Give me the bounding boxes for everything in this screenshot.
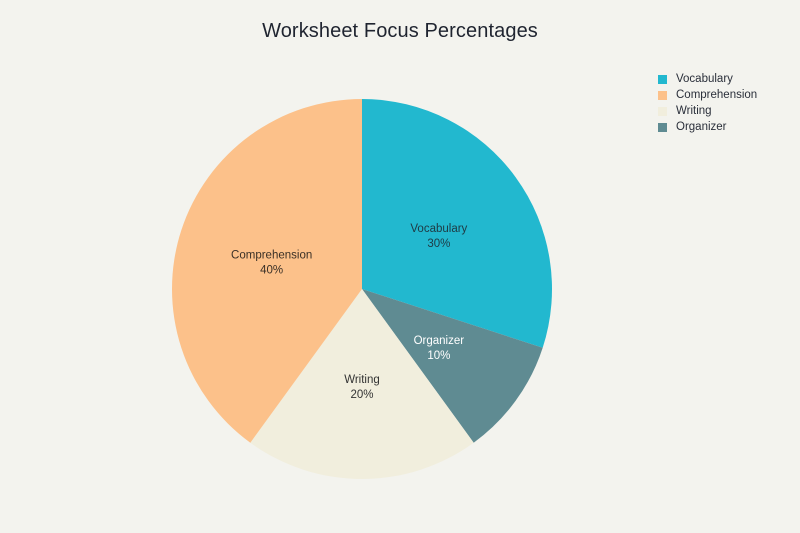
slice-label-comprehension: Comprehension	[231, 250, 312, 262]
pie-slice-vocabulary[interactable]	[362, 99, 552, 348]
legend-item-comprehension[interactable]: Comprehension	[658, 87, 757, 103]
pie-slice-organizer[interactable]	[362, 289, 543, 443]
legend-label-organizer: Organizer	[676, 121, 727, 133]
legend-item-organizer[interactable]: Organizer	[658, 119, 757, 135]
legend-label-vocabulary: Vocabulary	[676, 73, 733, 85]
pie-slice-writing[interactable]	[250, 289, 474, 480]
slice-value-vocabulary: 30%	[427, 238, 450, 250]
legend-item-writing[interactable]: Writing	[658, 103, 757, 119]
legend-swatch-vocabulary	[658, 74, 667, 84]
legend: Vocabulary Comprehension Writing Organiz…	[658, 71, 757, 135]
legend-swatch-writing	[658, 106, 667, 116]
slice-value-comprehension: 40%	[260, 265, 283, 277]
slice-value-organizer: 10%	[427, 350, 450, 362]
legend-swatch-organizer	[658, 122, 667, 132]
legend-label-comprehension: Comprehension	[676, 89, 758, 101]
slice-label-organizer: Organizer	[414, 335, 465, 347]
slice-label-vocabulary: Vocabulary	[410, 223, 467, 235]
legend-label-writing: Writing	[676, 105, 712, 117]
legend-swatch-comprehension	[658, 90, 667, 100]
slice-label-writing: Writing	[344, 374, 380, 386]
pie-slice-comprehension[interactable]	[171, 99, 362, 443]
chart-title: Worksheet Focus Percentages	[262, 20, 538, 42]
slice-value-writing: 20%	[350, 389, 373, 401]
legend-item-vocabulary[interactable]: Vocabulary	[658, 71, 757, 87]
